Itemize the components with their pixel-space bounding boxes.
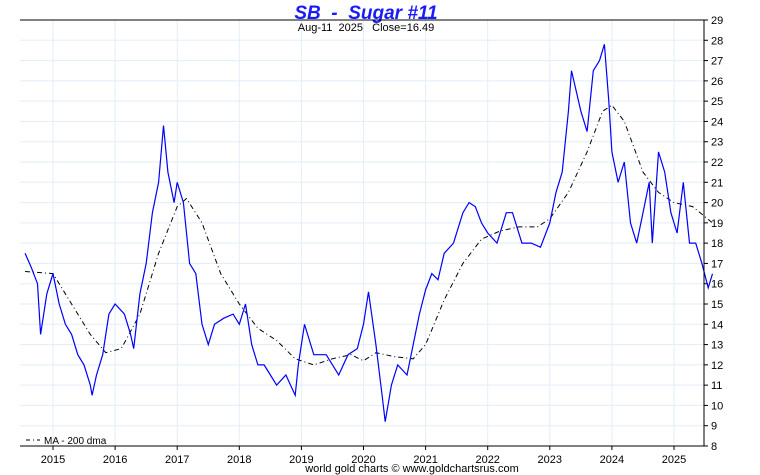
y-tick-label: 12 [711, 360, 723, 372]
y-tick-label: 27 [711, 56, 723, 68]
x-tick-label: 2016 [103, 454, 127, 466]
y-tick-label: 10 [711, 400, 723, 412]
y-tick-label: 16 [711, 279, 723, 291]
y-tick-label: 23 [711, 137, 723, 149]
axis-ticks: 8910111213141516171819202122232425262728… [41, 15, 723, 466]
y-tick-label: 15 [711, 299, 723, 311]
y-tick-label: 29 [711, 15, 723, 27]
y-tick-label: 13 [711, 340, 723, 352]
y-tick-label: 20 [711, 198, 723, 210]
y-tick-label: 18 [711, 238, 723, 250]
legend: MA - 200 dma [26, 436, 107, 447]
x-tick-label: 2019 [289, 454, 313, 466]
chart-subtitle: Aug-11 2025 Close=16.49 [298, 22, 434, 34]
price-line [24, 44, 714, 422]
y-tick-label: 19 [711, 218, 723, 230]
legend-label-ma: MA - 200 dma [44, 436, 107, 447]
x-tick-label: 2018 [227, 454, 251, 466]
y-tick-label: 21 [711, 177, 723, 189]
y-tick-label: 28 [711, 35, 723, 47]
plot-area [20, 20, 704, 446]
chart-title: SB - Sugar #11 [294, 3, 437, 24]
y-tick-label: 26 [711, 76, 723, 88]
x-tick-label: 2024 [600, 454, 624, 466]
x-tick-label: 2020 [351, 454, 375, 466]
y-tick-label: 24 [711, 116, 723, 128]
x-tick-label: 2022 [475, 454, 499, 466]
y-tick-label: 22 [711, 157, 723, 169]
y-tick-label: 8 [711, 441, 717, 453]
y-tick-label: 25 [711, 96, 723, 108]
x-tick-label: 2021 [413, 454, 437, 466]
ma-200-line [25, 104, 713, 366]
x-tick-label: 2017 [165, 454, 189, 466]
footer-credit: world gold charts © www.goldchartsrus.co… [304, 463, 519, 475]
x-tick-label: 2015 [41, 454, 65, 466]
y-tick-label: 17 [711, 258, 723, 270]
x-tick-label: 2023 [538, 454, 562, 466]
x-tick-label: 2025 [662, 454, 686, 466]
y-tick-label: 9 [711, 421, 717, 433]
y-tick-label: 14 [711, 319, 723, 331]
y-tick-label: 11 [711, 380, 722, 392]
